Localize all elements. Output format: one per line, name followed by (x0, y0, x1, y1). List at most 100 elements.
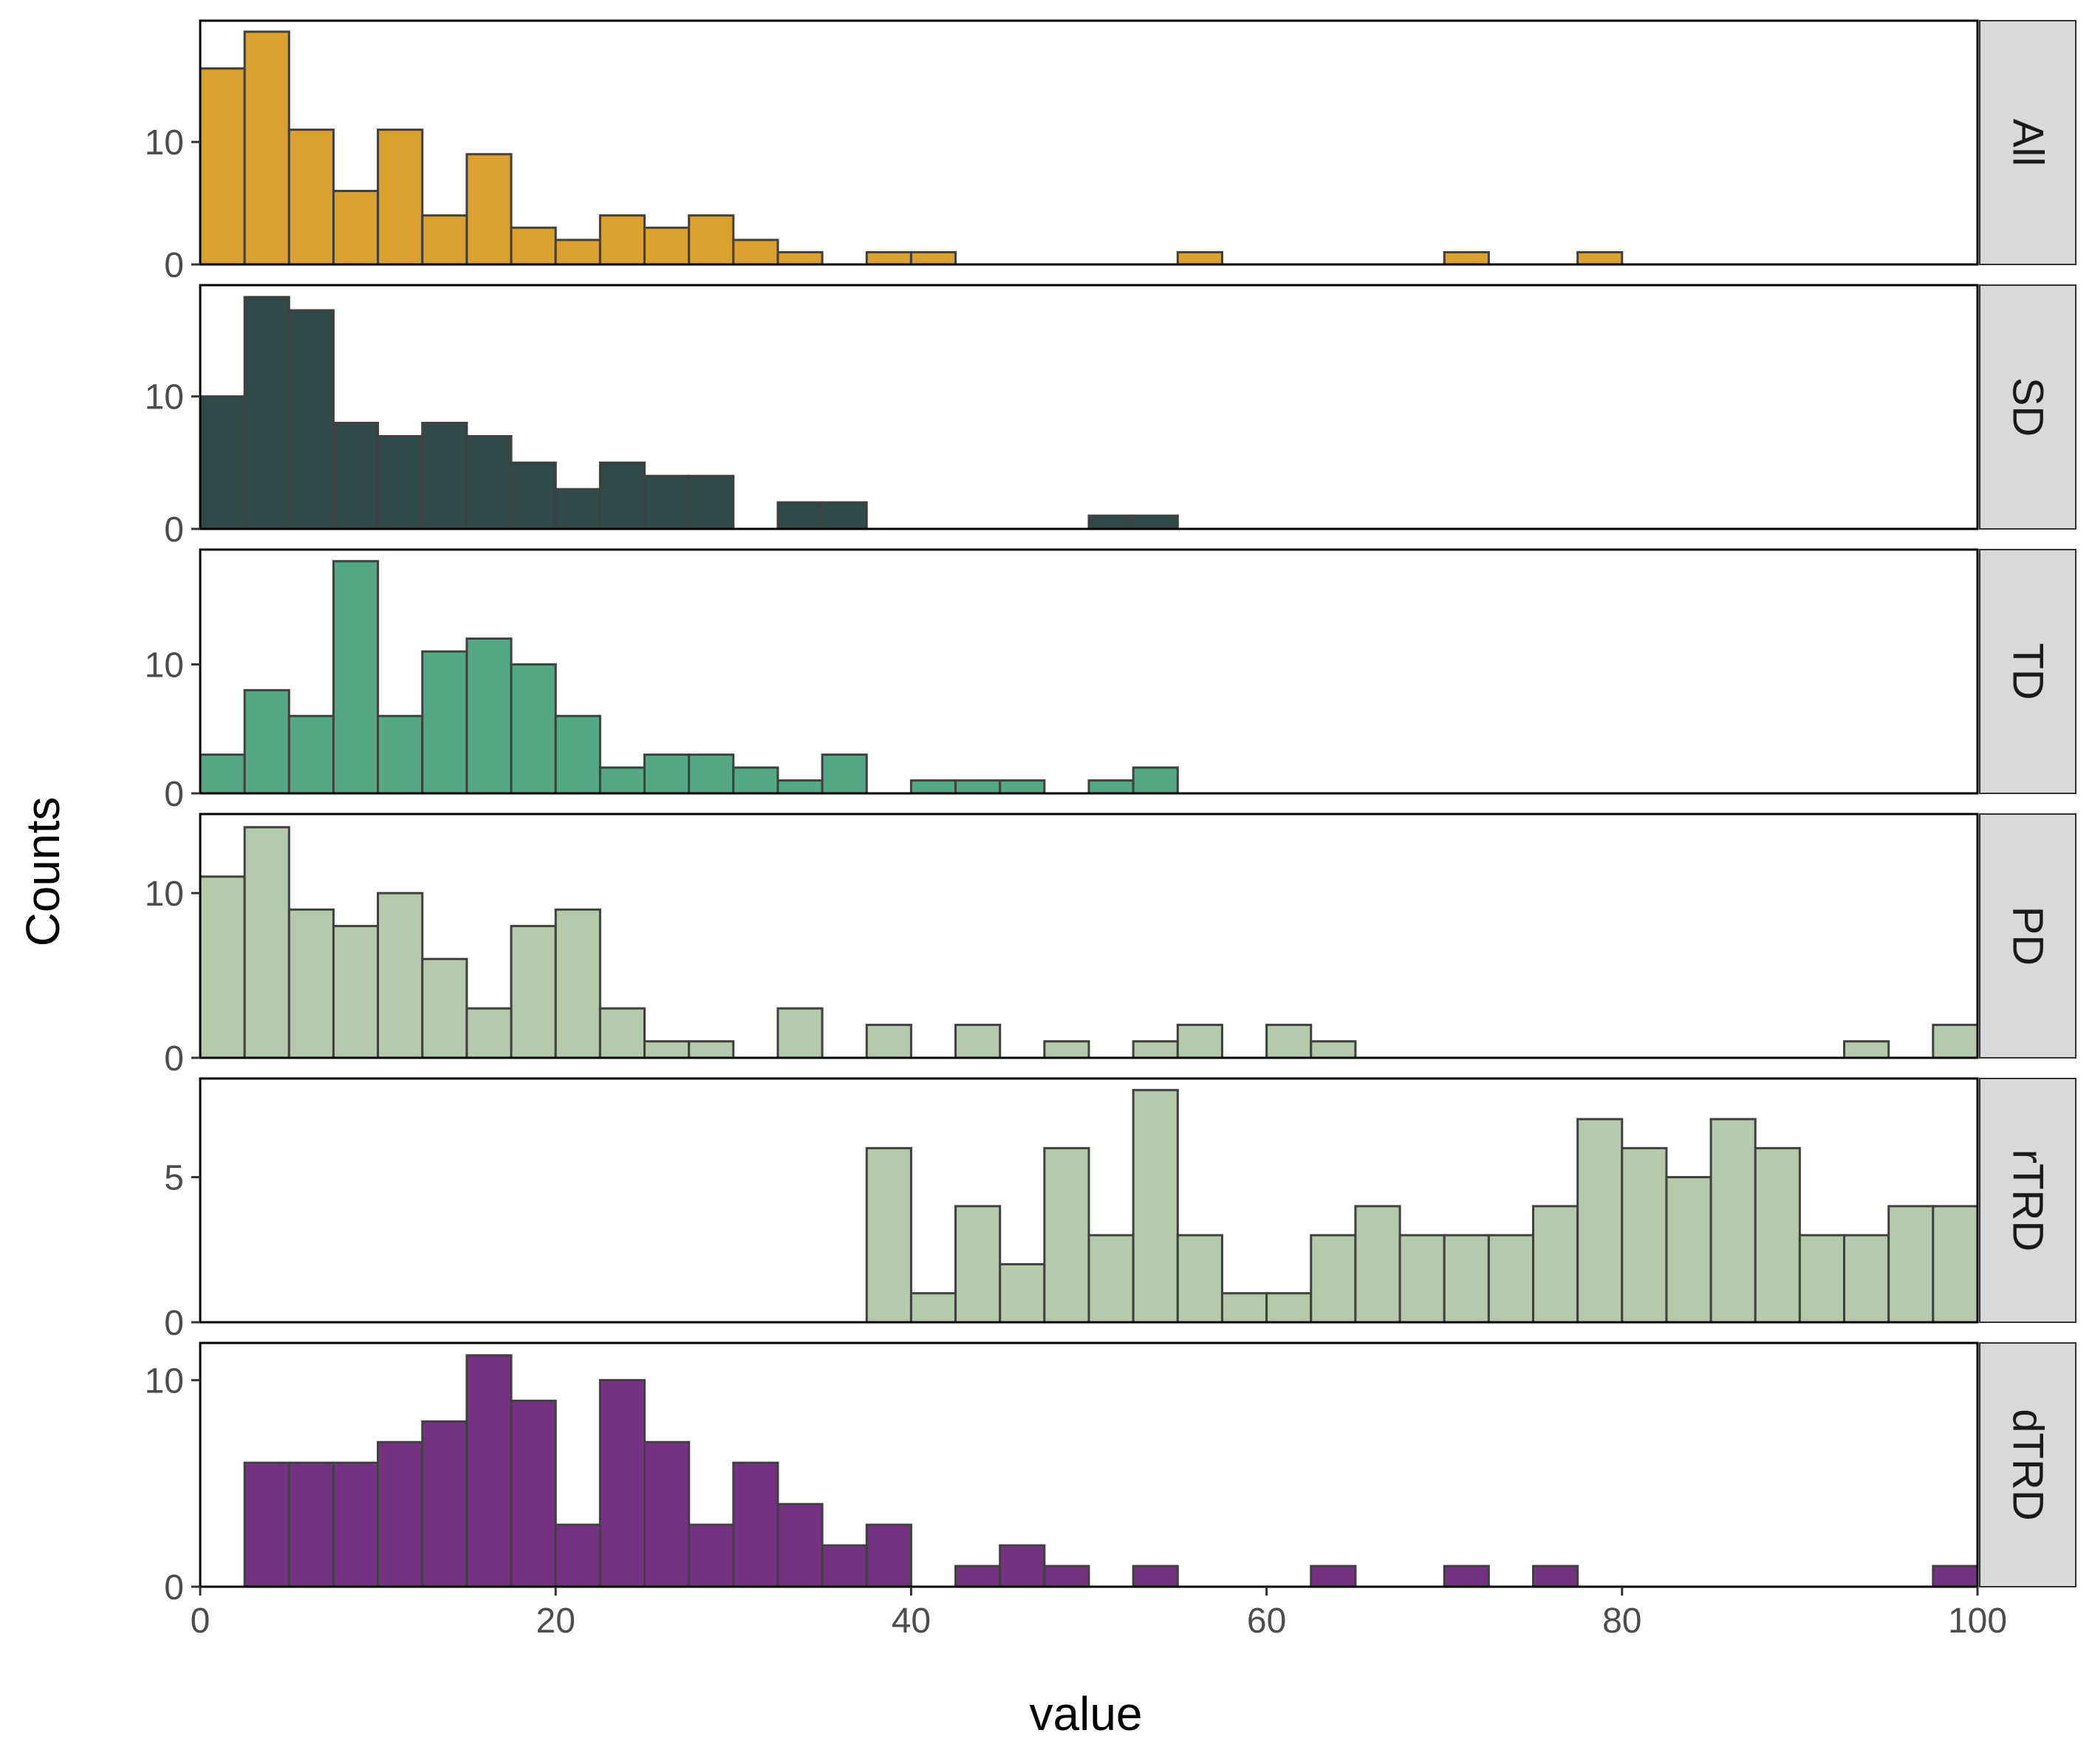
histogram-bar (1087, 1234, 1135, 1324)
facet-strip-label-rtrd: rTRD (2004, 1149, 2052, 1252)
x-tick-label: 40 (892, 1601, 931, 1641)
histogram-bar (1932, 1205, 1979, 1324)
facet-strip-label-pd: PD (2004, 906, 2052, 966)
histogram-bar (865, 1523, 912, 1588)
histogram-bar (421, 650, 468, 795)
histogram-bar (643, 1440, 691, 1588)
x-tick-label: 80 (1602, 1601, 1641, 1641)
histogram-bar (909, 1292, 957, 1324)
histogram-bar (287, 908, 335, 1059)
histogram-bar (776, 250, 824, 266)
histogram-bar (1532, 1205, 1579, 1324)
facet-strip-all (1979, 20, 2076, 265)
histogram-bar (598, 1007, 646, 1059)
histogram-bar (909, 779, 957, 795)
histogram-bar (1132, 766, 1179, 795)
histogram-bar (732, 1461, 779, 1588)
histogram-bar (1043, 1565, 1090, 1588)
histogram-bar (465, 637, 513, 795)
histogram-bar (421, 214, 468, 266)
histogram-bar (554, 488, 601, 530)
facet-strip-label-td: TD (2004, 643, 2052, 700)
histogram-bar (1132, 1565, 1179, 1588)
histogram-bar (510, 461, 557, 530)
facet-panel-all: 0 10 All (145, 19, 2076, 285)
histogram-bar (954, 1205, 1002, 1324)
histogram-bar (1576, 1118, 1624, 1324)
histogram-bar (732, 766, 779, 795)
histogram-bar (1265, 1023, 1313, 1059)
histogram-bar (243, 295, 290, 530)
x-tick-label: 0 (191, 1601, 211, 1641)
histogram-bar (199, 395, 246, 530)
histogram-bar (199, 67, 246, 266)
histogram-bar (688, 214, 735, 266)
y-axis-title: Counts (16, 797, 69, 947)
histogram-bar (999, 779, 1046, 795)
facet-panels: 0 10 All 0 10 SD 0 10 TD 0 10 PD 0 5 rTRD 0 10 dTRD (145, 19, 2076, 1607)
histogram-bar (954, 1023, 1002, 1059)
histogram-bar (332, 560, 380, 795)
histogram-bar (999, 1262, 1046, 1324)
y-tick-label: 0 (164, 1039, 184, 1078)
facet-panel-dtrd: 0 10 dTRD (145, 1341, 2076, 1607)
histogram-bar (1354, 1205, 1401, 1324)
histogram-bar (1220, 1292, 1268, 1324)
histogram-bar (243, 826, 290, 1059)
x-tick-label: 60 (1247, 1601, 1286, 1641)
histogram-bar (776, 779, 824, 795)
histogram-bar (1487, 1234, 1534, 1324)
histogram-bar (332, 925, 380, 1059)
facet-strip-rtrd (1979, 1078, 2076, 1323)
histogram-bar (1887, 1205, 1935, 1324)
histogram-bar (1176, 1023, 1223, 1059)
histogram-bar (688, 1523, 735, 1588)
histogram-bar (465, 434, 513, 530)
x-axis: 0 20 40 60 80 100 (191, 1587, 2007, 1641)
histogram-bar (865, 250, 912, 266)
panel-border (199, 1077, 1979, 1324)
histogram-bar (1665, 1176, 1712, 1324)
panel-border (199, 1341, 1979, 1588)
histogram-bar (643, 753, 691, 795)
histogram-bar (821, 501, 868, 530)
y-tick-label: 5 (164, 1159, 184, 1198)
histogram-bar (243, 30, 290, 266)
panel-border (199, 548, 1979, 795)
facet-panel-td: 0 10 TD (145, 548, 2076, 814)
histogram-bar (865, 1146, 912, 1324)
histogram-bar (776, 1007, 824, 1059)
histogram-bar (377, 892, 424, 1059)
histogram-bar (1398, 1234, 1446, 1324)
y-tick-label: 10 (145, 1361, 184, 1401)
histogram-bar (465, 1354, 513, 1588)
histogram-bar (332, 1461, 380, 1588)
histogram-bar (1310, 1565, 1357, 1588)
histogram-bar (199, 753, 246, 795)
histogram-bar (1176, 250, 1223, 266)
histogram-bar (465, 153, 513, 266)
histogram-bar (643, 226, 691, 266)
histogram-bar (954, 1565, 1002, 1588)
histogram-bar (377, 1440, 424, 1588)
histogram-bar (199, 875, 246, 1059)
y-tick-label: 0 (164, 775, 184, 814)
histogram-bar (465, 1007, 513, 1059)
facet-strip-label-dtrd: dTRD (2004, 1409, 2052, 1520)
y-tick-label: 10 (145, 875, 184, 914)
histogram-bar (1176, 1234, 1223, 1324)
histogram-bar (1798, 1234, 1846, 1324)
histogram-bar (332, 190, 380, 266)
histogram-bar (421, 1420, 468, 1588)
histogram-bar (1709, 1118, 1757, 1324)
facet-panel-sd: 0 10 SD (145, 284, 2076, 550)
facet-strip-dtrd (1979, 1342, 2076, 1587)
histogram-bar (1087, 779, 1135, 795)
histogram-bar (421, 422, 468, 530)
histogram-bar (1532, 1565, 1579, 1588)
histogram-bar (1932, 1565, 1979, 1588)
histogram-bar (865, 1023, 912, 1059)
histogram-bar (598, 461, 646, 530)
histogram-bar (732, 239, 779, 266)
histogram-bar (1310, 1234, 1357, 1324)
